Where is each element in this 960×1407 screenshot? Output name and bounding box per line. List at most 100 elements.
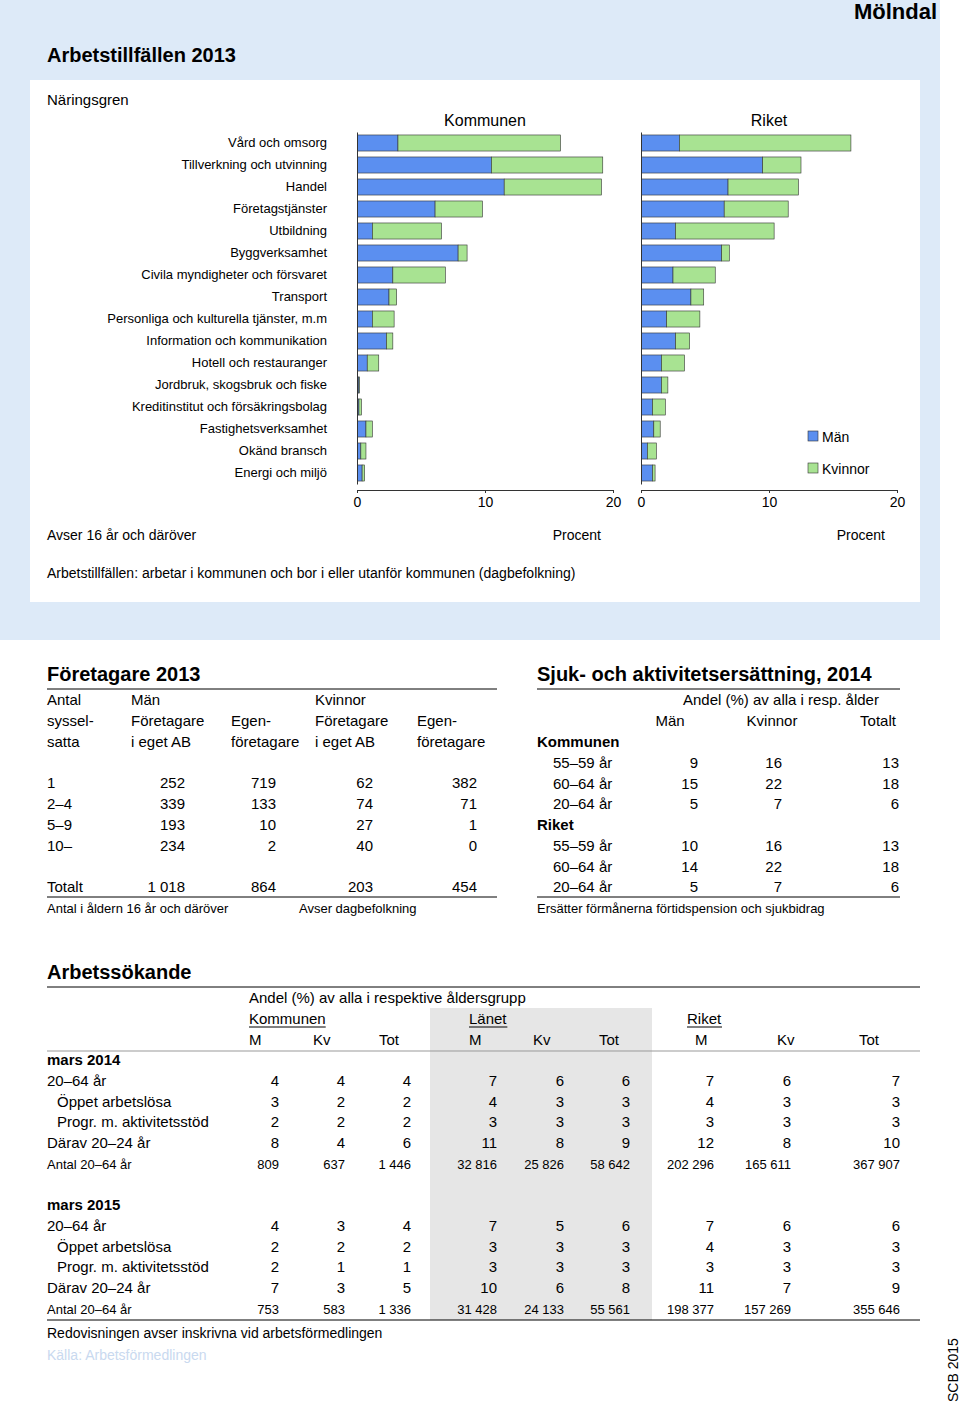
table-cell: 7	[774, 878, 782, 895]
x-axis-line	[358, 491, 614, 494]
table-cell: 339	[160, 795, 185, 812]
table-cell: 55–59 år	[553, 754, 612, 771]
table-cell: 355 646	[853, 1302, 900, 1317]
table-cell: 58 642	[590, 1157, 630, 1172]
bar	[641, 267, 673, 283]
tick-label: 0	[638, 494, 646, 510]
table-rule	[537, 897, 900, 898]
table-cell: 4	[337, 1134, 345, 1151]
table-header: Egen-	[417, 712, 457, 729]
table-header: Tot	[599, 1031, 620, 1048]
y-tick: Okänd bransch	[239, 443, 327, 458]
table-cell: 1	[403, 1258, 411, 1275]
table-cell: 382	[452, 774, 477, 791]
y-tick: Fastighetsverksamhet	[200, 421, 328, 436]
bar	[641, 289, 691, 305]
table-cell: 4	[706, 1093, 714, 1110]
category-label: Information och kommunikation	[146, 333, 327, 348]
table-cell: Öppet arbetslösa	[57, 1238, 172, 1255]
table-cell: Därav 20–24 år	[47, 1279, 150, 1296]
table-header: M	[695, 1031, 708, 1048]
bar	[389, 289, 397, 305]
table-cell: 4	[337, 1072, 345, 1089]
table-cell: 6	[403, 1134, 411, 1151]
table-cell: 0	[469, 837, 477, 854]
bar	[358, 377, 360, 393]
y-tick: Vård och omsorg	[228, 135, 327, 150]
table-cell: 5	[690, 878, 698, 895]
page: MölndalArbetstillfällen 2013NäringsgrenA…	[0, 0, 960, 1407]
y-tick: Företagstjänster	[233, 201, 328, 216]
table-cell: Progr. m. aktivitetsstöd	[57, 1258, 209, 1275]
table-cell: 2	[337, 1238, 345, 1255]
table-group: Kommunen	[249, 1010, 326, 1027]
table-header: Andel (%) av alla i resp. ålder	[683, 691, 879, 708]
bar	[641, 421, 654, 437]
underline	[249, 1027, 326, 1028]
table-cell: 719	[251, 774, 276, 791]
y-tick: Kreditinstitut och försäkringsbolag	[132, 399, 327, 414]
y-axis-line	[641, 133, 642, 485]
table-header: Kv	[533, 1031, 551, 1048]
table-cell: 6	[892, 1217, 900, 1234]
table-cell: 40	[356, 837, 373, 854]
bar	[641, 311, 667, 327]
table-cell: 6	[622, 1072, 630, 1089]
table-cell: 133	[251, 795, 276, 812]
category-label: Jordbruk, skogsbruk och fiske	[155, 377, 327, 392]
bar	[357, 311, 372, 327]
bar	[641, 355, 661, 371]
bar	[661, 355, 684, 371]
table-cell: 10	[883, 1134, 900, 1151]
legend-label: Kvinnor	[822, 461, 870, 477]
table-cell: 10–	[47, 837, 73, 854]
y-tick: Hotell och restauranger	[192, 355, 328, 370]
bar	[641, 377, 661, 393]
table-cell: 753	[257, 1302, 279, 1317]
table-cell: 8	[556, 1134, 564, 1151]
y-tick: Jordbruk, skogsbruk och fiske	[155, 377, 327, 392]
note: Avser 16 år och däröver	[47, 527, 196, 543]
y-tick: Energi och miljö	[235, 465, 328, 480]
table-cell: 11	[698, 1279, 714, 1296]
category-label: Företagstjänster	[233, 201, 328, 216]
category-label: Okänd bransch	[239, 443, 327, 458]
x-tick: 10	[478, 490, 494, 510]
table-group: mars 2014	[47, 1051, 121, 1068]
table-title: Företagare 2013	[47, 663, 200, 685]
table-cell: Därav 20–24 år	[47, 1134, 150, 1151]
bar	[372, 223, 441, 239]
table-cell: 27	[356, 816, 373, 833]
table-cell: 2	[271, 1238, 279, 1255]
table-cell: 2	[403, 1093, 411, 1110]
table-cell: 16	[765, 754, 782, 771]
x-axis: 01020	[354, 490, 622, 510]
y-tick: Personliga och kulturella tjänster, m.m	[107, 311, 327, 326]
panel-title: Riket	[751, 112, 788, 129]
table-cell: 454	[452, 878, 477, 895]
table-header: M	[249, 1031, 262, 1048]
table-header: i eget AB	[315, 733, 375, 750]
table-cell: 13	[882, 754, 899, 771]
axis-title: Procent	[837, 527, 885, 543]
bar	[647, 443, 656, 459]
table-header: Företagare	[131, 712, 204, 729]
category-label: Fastighetsverksamhet	[200, 421, 328, 436]
table-cell: 20–64 år	[47, 1217, 106, 1234]
table-note: Ersätter förmånerna förtidspension och s…	[537, 901, 825, 916]
table-cell: 3	[892, 1258, 900, 1275]
axis-title: Procent	[553, 527, 601, 543]
category-label: Handel	[286, 179, 327, 194]
chart-panel	[30, 80, 920, 602]
table-cell: 2	[403, 1113, 411, 1130]
y-tick: Handel	[286, 179, 327, 194]
tick-mark	[357, 490, 358, 493]
table-cell: 4	[271, 1217, 279, 1234]
table-cell: 18	[882, 858, 899, 875]
table-cell: 7	[774, 795, 782, 812]
table-cell: 10	[259, 816, 276, 833]
bar	[435, 201, 482, 217]
table-rule	[47, 897, 497, 898]
bar	[367, 355, 379, 371]
y-axis: Vård och omsorgTillverkning och utvinnin…	[107, 133, 357, 485]
